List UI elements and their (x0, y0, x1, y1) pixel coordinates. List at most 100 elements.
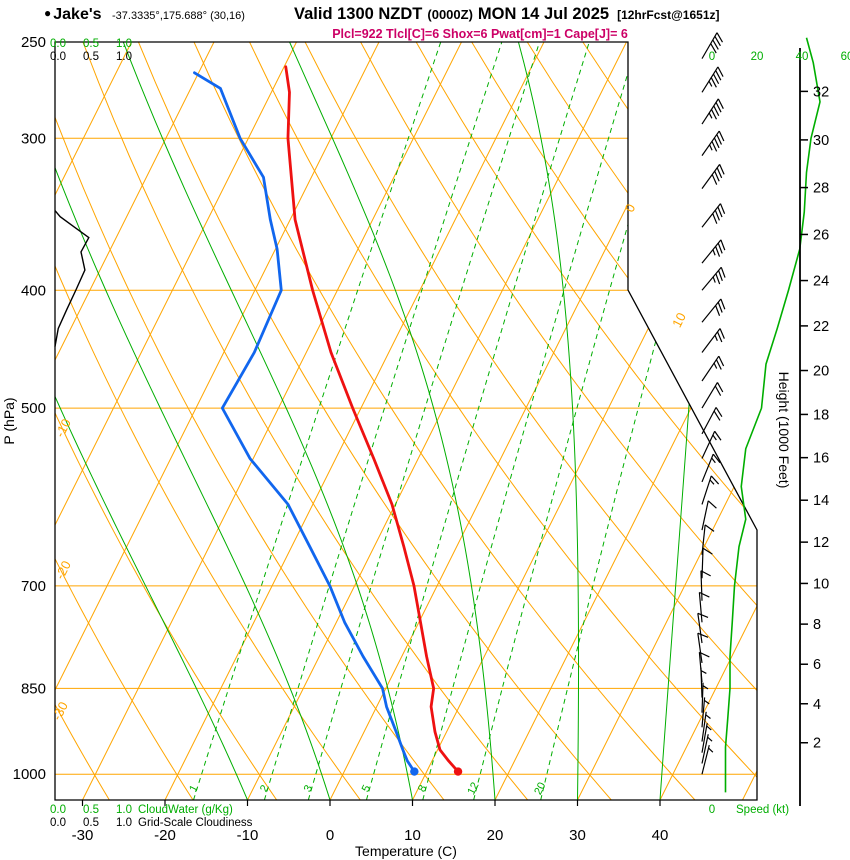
surface-dewpoint-dot (410, 767, 419, 776)
barb-full-feather (697, 612, 709, 618)
height-tick-label: 24 (813, 274, 829, 290)
barb-staff (701, 453, 714, 483)
valid-date: MON 14 Jul 2025 (477, 5, 610, 23)
background-grid (55, 42, 757, 800)
height-tick-label: 2 (813, 736, 821, 752)
mixing-ratio-label: 2 (258, 783, 271, 794)
barb-staff (701, 239, 722, 264)
mixing-ratio-line (365, 42, 590, 800)
moist-adiabat (122, 42, 413, 800)
barb-full-feather (700, 570, 711, 577)
barb-staff (701, 548, 704, 579)
isotherm-line (494, 42, 757, 800)
barb-half-feather (711, 457, 716, 464)
barb-staff (701, 500, 709, 531)
barb-full-feather (719, 203, 726, 214)
barb-full-feather (720, 239, 726, 251)
isotherm-label: 10 (669, 310, 689, 330)
mixing-ratio-line (473, 42, 681, 800)
barb-staff (701, 431, 716, 459)
pressure-tick-label: 700 (21, 578, 46, 595)
barb-staff (701, 328, 721, 353)
temp-tick-label: 20 (487, 827, 504, 844)
barb-full-feather (716, 331, 723, 343)
height-tick-label: 10 (813, 576, 829, 592)
barb-full-feather (719, 328, 725, 339)
isotherm-line (55, 42, 132, 800)
valid-time: Valid 1300 NZDT (294, 5, 423, 23)
temp-tick-label: 10 (404, 827, 421, 844)
barb-half-feather (712, 249, 716, 256)
moist-adiabat (55, 42, 248, 800)
station-coords: -37.3335°,175.688° (30,16) (112, 10, 245, 22)
barb-staff (697, 633, 703, 664)
isotherm-line (55, 42, 380, 800)
barb-full-feather (715, 407, 723, 418)
mixing-ratio-line (422, 42, 638, 800)
valid-utc: (0000Z) (427, 7, 473, 22)
height-tick-label: 22 (813, 319, 829, 335)
barb-staff (701, 98, 719, 125)
barb-half-feather (705, 714, 711, 719)
height-tick-label: 4 (813, 697, 821, 713)
barb-staff (701, 32, 718, 59)
height-tick-label: 12 (813, 535, 829, 551)
moist-adiabat (55, 42, 331, 800)
mixing-ratio-label: 5 (360, 783, 373, 794)
barb-staff (701, 130, 720, 156)
barb-full-feather (713, 137, 720, 149)
dry-adiabat (82, 42, 529, 800)
pressure-tick-label: 1000 (13, 766, 46, 783)
speed-scale-top: 20 (751, 51, 764, 63)
dry-adiabat (471, 42, 757, 800)
barb-full-feather (711, 174, 718, 185)
temp-tick-label: -30 (72, 827, 94, 844)
barb-half-feather (700, 670, 707, 674)
barb-half-feather (704, 699, 710, 705)
barb-staff (701, 682, 704, 713)
moist-adiabat (517, 42, 580, 800)
mixing-ratio-label: 8 (416, 783, 429, 794)
mixing-ratio-line (307, 42, 541, 800)
dry-adiabat (304, 42, 757, 800)
barb-half-feather (708, 80, 713, 87)
barb-full-feather (712, 213, 718, 224)
mixing-ratio-label: 1 (187, 783, 200, 794)
barb-staff (701, 203, 721, 228)
height-tick-label: 8 (813, 617, 821, 633)
height-tick-label: 26 (813, 227, 829, 243)
barb-full-feather (714, 35, 721, 47)
barb-staff (701, 734, 709, 764)
mixing-ratio-line (193, 42, 442, 800)
barb-half-feather (712, 276, 716, 283)
barb-full-feather (716, 382, 724, 393)
cloudiness-axis-label: Grid-Scale Cloudiness (138, 817, 253, 829)
moist-adiabat (289, 42, 496, 800)
speed-axis-label: Speed (kt) (736, 804, 789, 816)
barb-full-feather (710, 77, 717, 88)
dry-adiabat (55, 42, 110, 800)
dry-adiabat (137, 42, 612, 800)
barb-staff (701, 355, 720, 382)
isotherm-line (55, 42, 215, 800)
mixing-ratio-label: 12 (465, 780, 481, 796)
stability-indices: Plcl=922 Tlcl[C]=6 Shox=6 Pwat[cm]=1 Cap… (332, 27, 628, 41)
station-name: Jake's (53, 6, 102, 23)
barb-staff (701, 164, 721, 189)
temperature-trace (284, 65, 460, 773)
mixing-ratio-line (263, 42, 503, 800)
title-bar: ● Jake's -37.3335°,175.688° (30,16) (44, 6, 245, 24)
height-tick-label: 28 (813, 181, 829, 197)
temp-tick-label: 0 (326, 827, 334, 844)
barb-staff (701, 382, 718, 409)
barb-full-feather (715, 102, 722, 113)
barb-full-feather (714, 430, 722, 441)
pressure-tick-label: 850 (21, 680, 46, 697)
dry-adiabat (55, 42, 278, 800)
barb-staff (701, 711, 707, 742)
barb-staff (701, 298, 722, 323)
cloudwater-scale-bottom: 0.5 (83, 804, 99, 816)
barb-full-feather (697, 632, 709, 638)
barb-staff (698, 592, 703, 623)
